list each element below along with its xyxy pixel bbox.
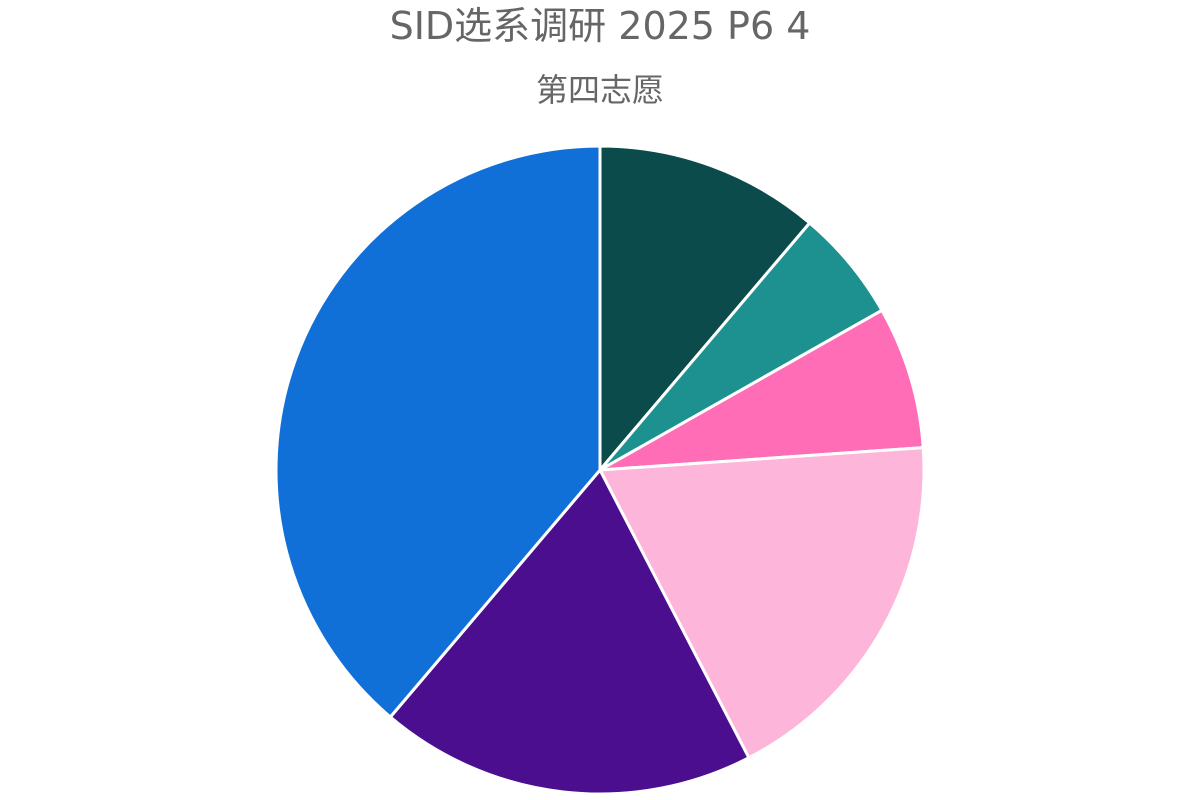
pie-slice-5[interactable] [388, 468, 751, 796]
chart-title: SID选系调研 2025 P6 4 [389, 4, 811, 48]
pie-slice-1[interactable] [598, 144, 812, 472]
pie-slice-6[interactable] [274, 144, 602, 719]
pie-slice-4[interactable] [598, 446, 926, 760]
chart-subtitle: 第四志愿 [535, 71, 664, 109]
pie-slice-3[interactable] [598, 308, 925, 472]
